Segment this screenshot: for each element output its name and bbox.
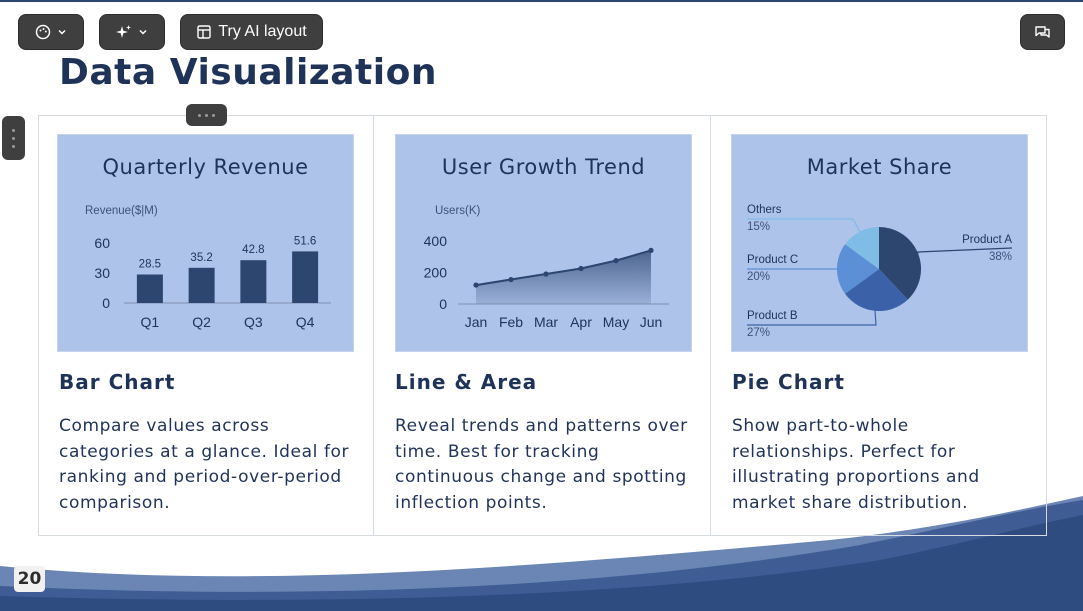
x-tick-label: Jun [640,314,663,330]
slice-label: Others [747,204,782,216]
data-point [508,276,514,283]
slice-percent: 27% [747,327,770,339]
data-label: 35.2 [190,252,212,264]
page-number: 20 [14,566,45,592]
card-description[interactable]: Compare values across categories at a gl… [59,416,350,513]
y-axis-label: Users(K) [435,205,481,217]
try-ai-layout-label: Try AI layout [218,23,307,40]
data-point [543,271,549,277]
chart-title: Quarterly Revenue [102,155,309,179]
x-tick-label: Q3 [244,314,263,330]
card-description[interactable]: Reveal trends and patterns over time. Be… [395,416,688,513]
try-ai-layout-button[interactable]: Try AI layout [180,14,323,50]
chevron-down-icon [58,29,66,35]
y-tick-label: 60 [94,235,110,251]
data-label: 28.5 [139,259,161,271]
x-tick-label: Jan [465,314,488,330]
cards-table[interactable] [38,115,1047,536]
data-point [578,265,584,272]
area-fill [476,250,651,304]
comments-button[interactable] [1020,14,1065,50]
chevron-down-icon [139,29,147,35]
x-tick-label: Q1 [141,314,160,330]
data-label: 42.8 [242,244,264,256]
data-point [473,282,479,288]
slide-title[interactable]: Data Visualization [59,52,437,93]
card-description[interactable]: Show part-to-whole relationships. Perfec… [732,416,980,513]
y-tick-label: 0 [102,295,110,311]
x-tick-label: Apr [570,314,592,330]
pie-slice [879,226,922,300]
layout-icon [197,25,212,39]
chart-title: Market Share [806,155,953,179]
card-heading[interactable]: Line & Area [395,370,538,394]
x-tick-label: May [603,314,629,330]
y-tick-label: 30 [94,265,110,281]
bar [240,260,267,303]
pie-chart: Product A 38% Product B 27% Product C 20% Othe… [747,204,1013,339]
bar-chart: Revenue($|M) 0 30 60 28.5 Q1 35.2 Q2 42.8 Q3 51.6 Q… [85,205,331,330]
x-tick-label: Mar [534,314,558,330]
leader-line [917,247,1013,254]
series-line [475,249,652,287]
y-axis-label: Revenue($|M) [85,205,158,217]
slice-percent: 38% [989,251,1012,263]
data-point [613,258,619,264]
bar-chart-panel[interactable]: Quarterly Revenue Revenue($|M) 0 30 60 28.5 Q… [57,134,354,352]
bar [136,274,163,303]
card-heading[interactable]: Bar Chart [59,370,176,394]
pie-slice [845,269,908,312]
x-tick-label: Q4 [296,314,315,330]
sparkles-icon [116,25,131,38]
y-tick-label: 0 [439,296,447,312]
chart-title: User Growth Trend [441,155,646,179]
pie-slice [836,244,879,294]
leader-line [747,218,861,232]
card-heading[interactable]: Pie Chart [732,370,845,394]
slice-percent: 20% [747,271,770,283]
ai-menu-button[interactable] [99,14,165,50]
leader-line [747,310,877,326]
line-chart-panel[interactable]: User Growth Trend Users(K) 0 200 400 Jan Feb M… [395,134,692,352]
data-label: 51.6 [294,235,316,247]
slice-percent: 15% [747,221,770,233]
slide-top-border [0,0,1083,2]
y-tick-label: 200 [424,264,448,280]
column-divider [373,115,374,536]
column-divider [710,115,711,536]
x-tick-label: Q2 [192,314,211,330]
slice-label: Product A [962,234,1012,246]
slice-label: Product B [747,310,798,322]
row-drag-handle[interactable] [2,116,25,160]
palette-icon [35,24,51,40]
area-chart: Users(K) 0 200 400 Jan Feb Mar Apr May Jun [424,205,669,330]
y-tick-label: 400 [424,233,448,249]
pie-slice [845,227,879,269]
bar [292,251,319,303]
data-point [648,247,654,253]
slice-label: Product C [747,254,798,266]
column-drag-handle[interactable] [186,104,227,126]
theme-menu-button[interactable] [18,14,84,50]
chat-icon [1035,26,1050,38]
pie-chart-panel[interactable]: Market Share Product A 38% Product B 27% Pro… [731,134,1028,352]
x-tick-label: Feb [499,314,523,330]
bar [188,267,215,303]
